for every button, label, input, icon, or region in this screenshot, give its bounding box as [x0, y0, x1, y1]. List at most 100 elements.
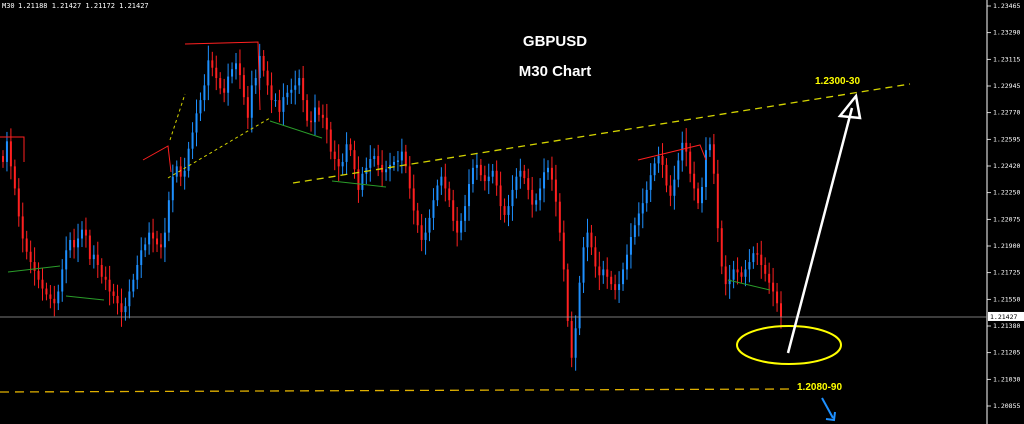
candle-body: [436, 185, 439, 201]
candle-body: [65, 250, 68, 270]
candle-body: [708, 144, 711, 151]
candle-body: [507, 206, 510, 215]
candle-body: [120, 303, 123, 313]
candle-body: [732, 269, 735, 280]
candle-body: [677, 160, 680, 180]
candle-body: [744, 269, 747, 277]
candle-body: [333, 151, 336, 159]
candle-body: [310, 120, 313, 123]
candle-body: [302, 78, 305, 101]
candle-body: [104, 276, 107, 280]
candle-body: [152, 232, 155, 239]
candle-body: [740, 272, 743, 277]
candle-body: [88, 235, 91, 260]
candle-body: [262, 55, 265, 71]
candle-body: [77, 238, 80, 248]
candle-body: [171, 176, 174, 201]
candle-body: [499, 185, 502, 207]
current-price-box: [988, 311, 1024, 321]
candle-body: [701, 186, 704, 204]
candle-body: [41, 279, 44, 289]
candle-body: [614, 284, 617, 291]
candle-body: [124, 306, 127, 313]
candle-body: [681, 142, 684, 161]
candle-body: [136, 265, 139, 280]
price-tick-label: 1.22075: [993, 215, 1020, 223]
candle-body: [543, 172, 546, 189]
candle-body: [369, 159, 372, 168]
candle-body: [464, 206, 467, 221]
target-label: 1.2300-30: [815, 76, 860, 87]
candle-body: [460, 220, 463, 233]
candle-body: [298, 78, 301, 86]
candle-body: [487, 176, 490, 182]
candle-body: [622, 269, 625, 285]
candle-body: [84, 229, 87, 236]
pattern-line: [142, 145, 172, 173]
candle-body: [665, 164, 668, 186]
price-tick-label: 1.21205: [993, 349, 1020, 357]
candle-body: [325, 117, 328, 130]
candle-body: [554, 179, 557, 202]
candle-body: [594, 247, 597, 267]
candle-body: [625, 254, 628, 270]
candle-body: [602, 269, 605, 276]
candle-body: [377, 156, 380, 165]
bearish-arrow-head: [825, 411, 836, 422]
bearish-arrow-shaft: [821, 397, 834, 419]
pattern-line: [167, 117, 271, 179]
candle-body: [408, 166, 411, 189]
candle-body: [657, 156, 660, 164]
candle-body: [448, 188, 451, 201]
candle-body: [357, 169, 360, 190]
candle-body: [531, 189, 534, 205]
candle-body: [385, 169, 388, 173]
candle-body: [712, 144, 715, 174]
candle-body: [400, 151, 403, 161]
candle-body: [752, 253, 755, 263]
bullish-arrow-head: [837, 93, 862, 120]
candle-body: [250, 85, 253, 118]
candle-body: [187, 148, 190, 171]
candle-body: [736, 269, 739, 273]
candle-body: [468, 184, 471, 207]
candle-body: [294, 85, 297, 90]
candle-body: [219, 78, 222, 89]
candle-body: [313, 107, 316, 123]
candle-body: [720, 228, 723, 267]
price-tick-label: 1.21380: [993, 322, 1020, 330]
candle-body: [92, 254, 95, 260]
candle-body: [606, 269, 609, 277]
pattern-line: [169, 93, 186, 141]
candle-body: [633, 225, 636, 238]
candle-body: [13, 166, 16, 189]
candle-body: [420, 225, 423, 240]
candle-body: [2, 156, 4, 162]
candle-body: [37, 270, 40, 280]
candle-body: [756, 253, 759, 255]
candle-body: [716, 173, 719, 229]
candle-body: [17, 188, 20, 217]
candle-body: [396, 160, 399, 162]
candle-body: [29, 251, 32, 263]
candle-body: [57, 291, 60, 304]
candle-body: [550, 167, 553, 180]
candle-body: [337, 159, 340, 167]
candle-body: [610, 276, 613, 285]
candle-body: [179, 166, 182, 177]
candle-body: [199, 100, 202, 114]
price-tick-label: 1.21550: [993, 295, 1020, 303]
candle-body: [9, 141, 12, 167]
candle-body: [96, 254, 99, 265]
candle-body: [546, 167, 549, 173]
candle-body: [404, 151, 407, 167]
pattern-line: [184, 41, 261, 111]
candle-body: [629, 237, 632, 255]
candle-body: [132, 279, 135, 292]
candle-body: [211, 60, 214, 68]
candle-body: [317, 107, 320, 115]
candle-body: [156, 238, 159, 245]
chart-subtitle: M30 Chart: [519, 63, 592, 80]
overlays-layer: [0, 41, 911, 393]
